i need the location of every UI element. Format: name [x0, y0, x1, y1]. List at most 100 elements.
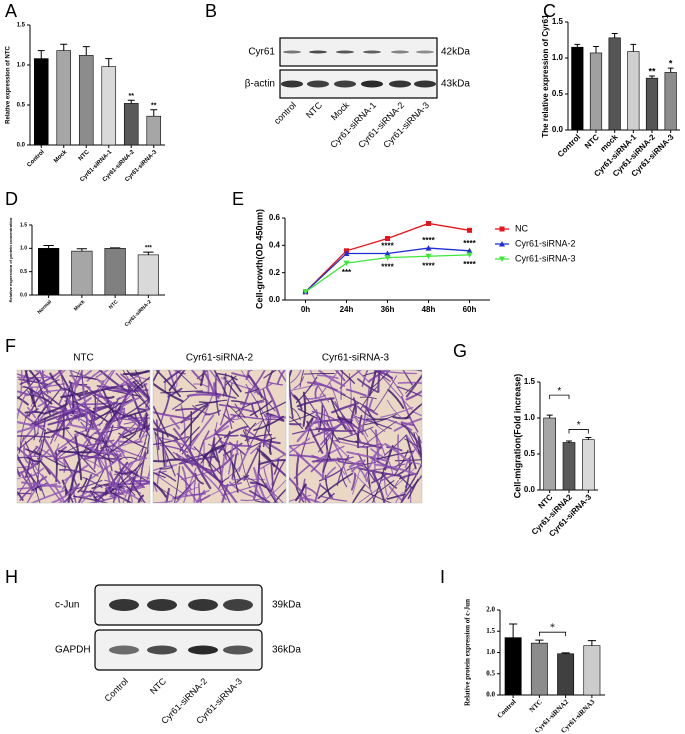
bar — [589, 52, 603, 131]
y-tick-label: 0.5 — [20, 269, 27, 275]
error-bar — [587, 640, 596, 646]
cell — [374, 463, 418, 476]
y-axis-label: Cell-growth(OD 450nm) — [254, 209, 264, 309]
cells — [17, 370, 150, 503]
cell — [117, 440, 143, 444]
y-tick-label: 0.0 — [552, 125, 564, 134]
cell — [163, 370, 183, 384]
blot-band — [414, 80, 436, 88]
blot-band — [281, 80, 303, 88]
panel-letter: I — [440, 567, 445, 587]
cell — [115, 446, 143, 458]
cell — [289, 415, 304, 430]
lane-label: NTC — [148, 676, 169, 697]
cell — [254, 500, 286, 503]
cell — [84, 424, 108, 459]
cell — [337, 437, 359, 444]
bar — [627, 51, 640, 131]
cell — [316, 456, 355, 463]
significance: **** — [381, 263, 394, 272]
cell — [17, 394, 26, 422]
cell — [413, 431, 420, 455]
cell — [290, 370, 302, 384]
x-tick-label: Control — [556, 133, 582, 159]
cell — [322, 431, 335, 473]
cell — [129, 370, 150, 377]
cell — [230, 413, 264, 420]
cell — [273, 457, 280, 475]
cell — [114, 469, 137, 475]
blot-band — [389, 80, 411, 88]
bracket-label: * — [557, 386, 561, 397]
cell — [293, 376, 305, 389]
cell — [380, 473, 396, 482]
blot-band — [283, 50, 301, 54]
cell — [315, 427, 357, 432]
cell — [290, 406, 301, 421]
blot-frame — [94, 584, 263, 626]
cell — [407, 479, 419, 500]
y-tick-label: 0.6 — [269, 213, 281, 222]
cell — [370, 428, 385, 455]
cell — [404, 438, 422, 449]
cell — [318, 398, 335, 432]
cell — [277, 370, 286, 383]
cell — [228, 441, 247, 457]
y-tick-label: 2.0 — [486, 606, 495, 614]
cell — [84, 446, 115, 464]
y-tick-label: 0.5 — [552, 89, 564, 98]
cell — [330, 398, 347, 431]
cell — [109, 462, 143, 494]
cell — [309, 370, 330, 403]
cell — [357, 467, 402, 477]
cell — [17, 390, 30, 396]
cell — [119, 425, 133, 434]
bar — [78, 55, 94, 146]
cell — [298, 478, 306, 503]
blot-band — [188, 599, 218, 611]
error-bar — [593, 45, 599, 53]
x-tick-label: Control — [26, 149, 46, 169]
legend-label: Cyr61-siRNA-3 — [515, 253, 576, 263]
cell — [175, 408, 199, 412]
significance: **** — [422, 236, 435, 245]
y-tick-label: 1.5 — [552, 17, 564, 26]
cell — [395, 457, 410, 467]
cell — [324, 466, 337, 479]
cell — [153, 405, 169, 438]
cell — [289, 370, 293, 381]
cell — [163, 391, 171, 414]
cell — [153, 382, 184, 403]
cell — [223, 449, 242, 480]
marker — [343, 260, 350, 267]
cell — [304, 417, 314, 430]
cell — [195, 391, 237, 399]
cell — [329, 382, 340, 409]
cell — [352, 468, 361, 495]
cell — [128, 385, 150, 411]
cell — [408, 461, 422, 466]
cell — [31, 482, 49, 491]
y-tick-label: 0.5 — [524, 449, 536, 458]
cell — [119, 432, 150, 447]
significance: **** — [381, 242, 394, 251]
cell — [69, 370, 79, 386]
cell — [223, 425, 249, 439]
cell — [253, 415, 285, 432]
bar — [583, 645, 601, 696]
error-bar — [535, 639, 544, 644]
cell — [120, 373, 150, 401]
cell — [95, 370, 110, 379]
bar — [137, 254, 159, 296]
cell — [126, 370, 144, 388]
cell — [176, 473, 192, 491]
bar — [645, 77, 659, 131]
cell — [368, 370, 390, 383]
cell — [263, 370, 278, 379]
blot-frame — [94, 629, 263, 671]
y-tick-label: 0.0 — [20, 292, 27, 298]
cell — [392, 467, 416, 489]
marker — [425, 253, 432, 260]
y-axis-label: Relative expression of NTC — [6, 45, 12, 123]
